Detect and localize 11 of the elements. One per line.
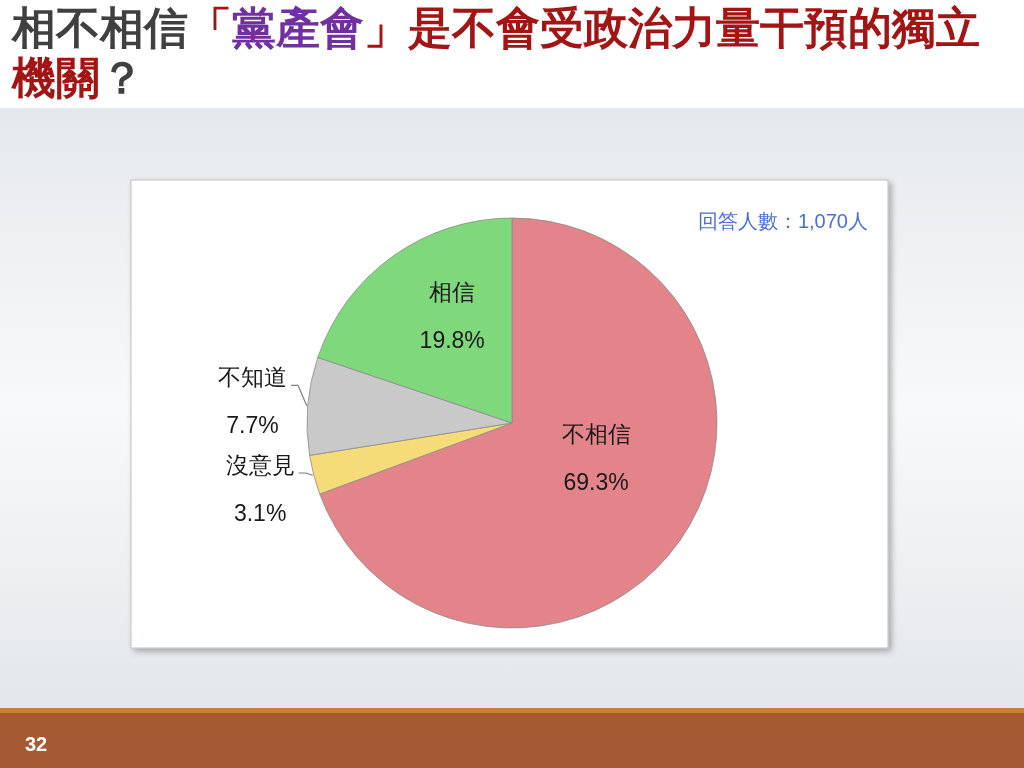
annotation: 32 <box>25 733 48 755</box>
data-label: 相信 <box>429 278 476 305</box>
data-label: 69.3% <box>563 468 629 495</box>
data-label: 沒意見 <box>225 452 295 478</box>
data-label: 不知道 <box>218 364 288 391</box>
data-label: 7.7% <box>226 412 279 439</box>
data-label: 不相信 <box>561 420 631 447</box>
data-label: 3.1% <box>233 500 287 526</box>
title: 相不相信「黨產會」是不會受政治力量干預的獨立機關？ <box>12 3 981 103</box>
annotation: 回答人數：1,070人 <box>697 210 868 232</box>
data-label: 19.8% <box>419 326 485 353</box>
